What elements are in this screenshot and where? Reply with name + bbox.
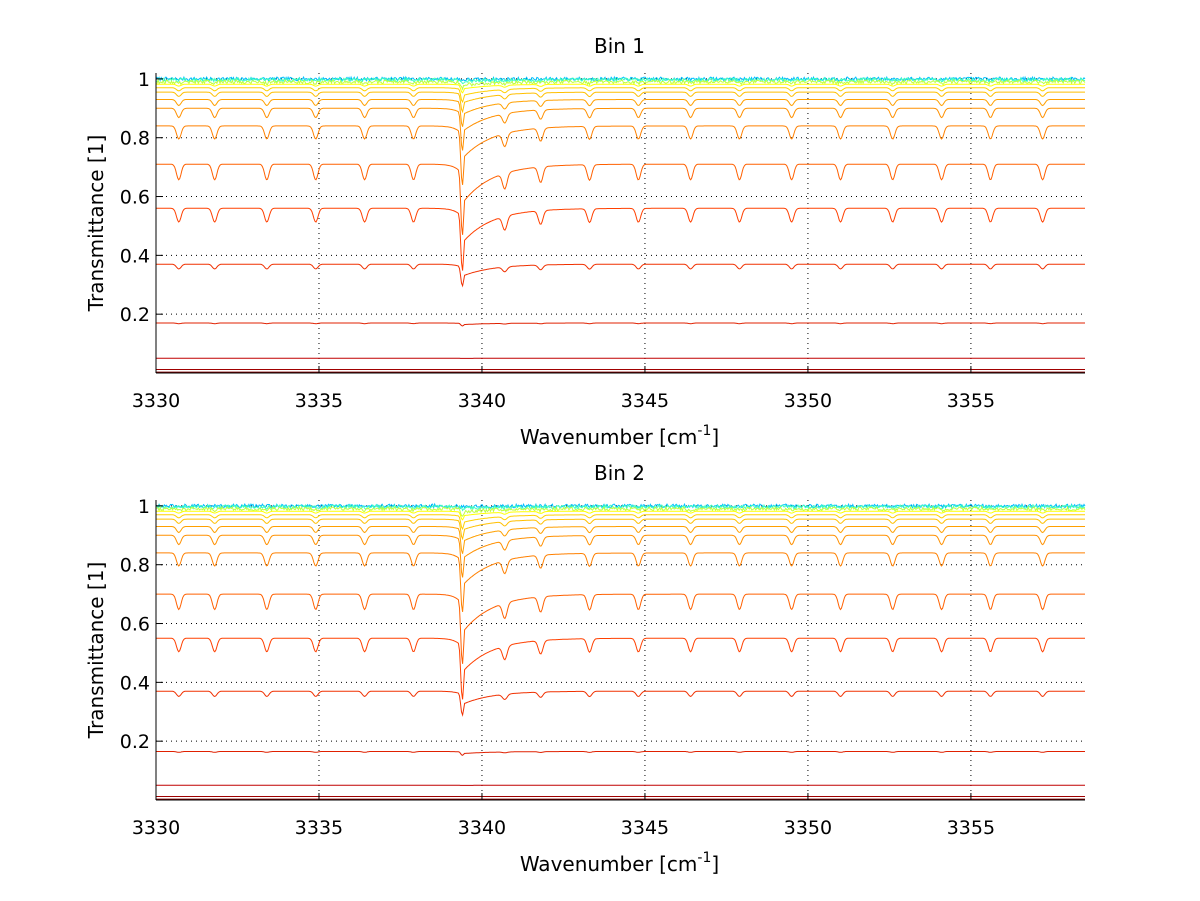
y-tick-label: 0.2 (120, 304, 150, 326)
chart-title: Bin 1 (594, 34, 645, 58)
x-tick-label: 3330 (132, 390, 180, 412)
series-line (156, 637, 1085, 700)
x-tick-label: 3340 (458, 390, 506, 412)
grid (155, 73, 1085, 373)
y-tick-label: 0.8 (120, 128, 150, 150)
x-tick-label: 3345 (621, 817, 669, 839)
series-line (156, 87, 1085, 104)
series-line (156, 593, 1085, 664)
series-line (156, 207, 1085, 271)
x-tick-label: 3355 (947, 390, 995, 412)
x-tick-label: 3330 (132, 817, 180, 839)
x-tick-label: 3350 (784, 390, 832, 412)
series-line (156, 514, 1085, 531)
y-tick-label: 0.6 (120, 614, 150, 636)
series-line (156, 125, 1085, 185)
series-line (156, 518, 1085, 541)
series-line (156, 526, 1085, 554)
x-tick-label: 3355 (947, 817, 995, 839)
series-line (156, 552, 1085, 612)
panel-bin-2: Bin 2 3330 3335 3340 3345 3350 3355 0.2 0.4 0.6 0.… (84, 461, 1086, 876)
x-tick-label: 3335 (295, 390, 343, 412)
chart-title: Bin 2 (594, 461, 645, 485)
y-tick-label: 0.6 (120, 187, 150, 209)
x-axis-label: Wavenumber [cm-1] (520, 423, 719, 449)
traces (155, 75, 1086, 373)
series-line (156, 91, 1085, 114)
x-axis-label: Wavenumber [cm-1] (520, 850, 719, 876)
y-tick-label: 0.8 (120, 555, 150, 577)
y-tick-label: 0.2 (120, 731, 150, 753)
panel-bin-1: Bin 1 3330 3335 3340 3345 3350 3355 0.2 0.4 0.6 0.… (84, 34, 1086, 449)
series-line (156, 99, 1085, 127)
traces (155, 502, 1086, 800)
grid (155, 500, 1085, 800)
y-tick-label: 0.4 (120, 672, 150, 694)
series-line (156, 83, 1085, 94)
y-tick-label: 1 (138, 496, 150, 518)
series-line (156, 534, 1085, 578)
series-line (155, 78, 1086, 91)
y-axis-label: Transmittance [1] (84, 562, 108, 740)
series-line (156, 690, 1085, 717)
x-tick-label: 3350 (784, 817, 832, 839)
series-line (156, 322, 1085, 327)
series-line (156, 751, 1085, 756)
y-tick-label: 0.4 (120, 245, 150, 267)
series-line (155, 75, 1086, 83)
y-axis-label: Transmittance [1] (84, 135, 108, 313)
series-line (156, 263, 1085, 288)
series-line (156, 163, 1085, 235)
x-tick-label: 3340 (458, 817, 506, 839)
series-line (155, 505, 1086, 517)
x-tick-label: 3335 (295, 817, 343, 839)
y-tick-label: 1 (138, 69, 150, 91)
series-line (156, 510, 1085, 521)
series-line (155, 76, 1086, 85)
x-tick-label: 3345 (621, 390, 669, 412)
series-line (156, 107, 1085, 151)
